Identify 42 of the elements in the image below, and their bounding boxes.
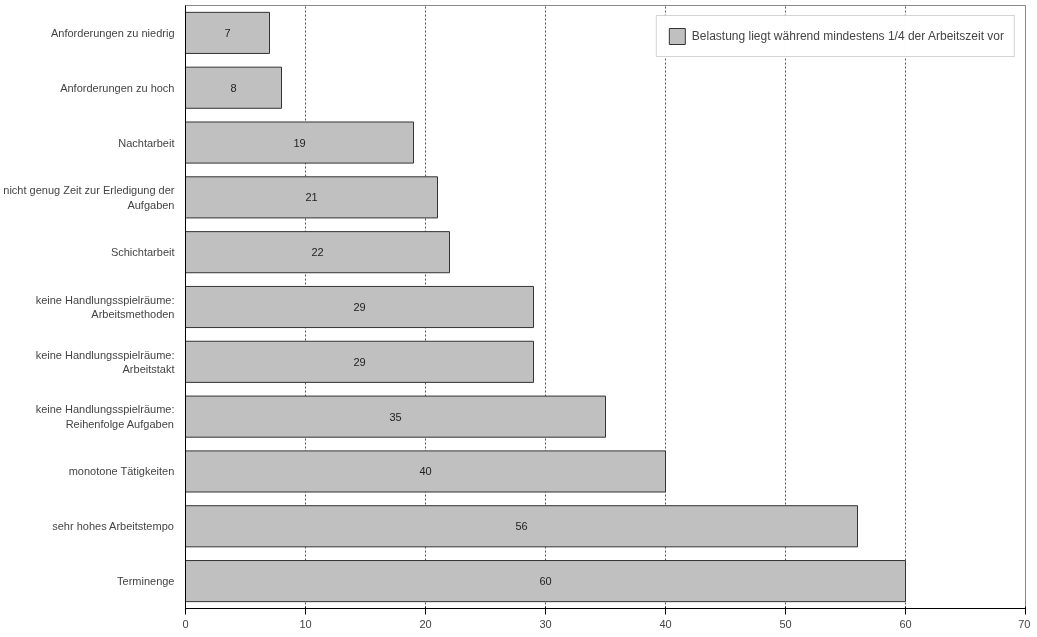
x-tick-label: 10 bbox=[299, 617, 312, 630]
x-tick-label: 60 bbox=[899, 617, 912, 630]
y-tick-label: monotone Tätigkeiten bbox=[68, 465, 175, 478]
x-tick-label: 40 bbox=[659, 617, 672, 630]
bar bbox=[185, 231, 450, 274]
data-label: 29 bbox=[353, 301, 366, 313]
y-tick-label: keine Handlungsspielräume: Arbeitstakt bbox=[35, 348, 175, 376]
data-label: 60 bbox=[539, 575, 552, 588]
x-tick-label: 30 bbox=[539, 617, 552, 630]
y-tick-label: sehr hohes Arbeitstempo bbox=[52, 520, 174, 533]
data-label: 56 bbox=[515, 520, 528, 533]
bar bbox=[185, 66, 282, 109]
y-tick-label: nicht genug Zeit zur Erledigung der Aufgaben bbox=[3, 184, 175, 211]
y-tick-label: keine Handlungsspielräume: Arbeitsmethoden bbox=[35, 293, 175, 321]
bar bbox=[185, 11, 270, 54]
data-label: 7 bbox=[224, 26, 231, 39]
y-tick-label: Terminenge bbox=[117, 575, 175, 588]
bar bbox=[185, 176, 438, 219]
y-tick-label: Schichtarbeit bbox=[110, 246, 175, 259]
y-tick-label: Anforderungen zu hoch bbox=[60, 81, 175, 94]
x-tick-label: 0 bbox=[182, 617, 189, 630]
bar bbox=[185, 505, 858, 548]
bar bbox=[185, 395, 606, 438]
bar bbox=[185, 450, 666, 493]
data-label: 29 bbox=[353, 355, 366, 368]
data-label: 22 bbox=[311, 246, 324, 259]
bar bbox=[185, 121, 414, 164]
y-tick-label: Nachtarbeit bbox=[118, 136, 175, 149]
bar bbox=[185, 560, 906, 603]
y-tick-label: keine Handlungsspielräume: Reihenfolge Aufgaben bbox=[35, 403, 175, 430]
data-label: 19 bbox=[293, 136, 306, 149]
data-label: 35 bbox=[389, 410, 402, 423]
x-tick-label: 50 bbox=[779, 617, 792, 630]
data-label: 8 bbox=[230, 81, 237, 94]
data-label: 21 bbox=[305, 191, 318, 204]
bar bbox=[185, 340, 534, 383]
x-tick-label: 70 bbox=[1018, 617, 1031, 630]
y-tick-label: Anforderungen zu niedrig bbox=[50, 26, 175, 39]
legend-label: Belastung liegt während mindestens 1/4 der Arbeitszeit vor bbox=[691, 29, 1004, 43]
bar bbox=[185, 285, 534, 329]
x-tick-label: 20 bbox=[419, 617, 432, 630]
data-label: 40 bbox=[419, 465, 432, 478]
